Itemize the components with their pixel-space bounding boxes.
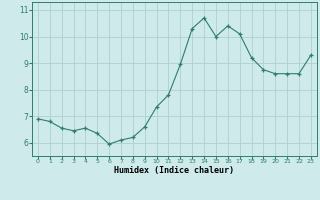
- X-axis label: Humidex (Indice chaleur): Humidex (Indice chaleur): [115, 166, 234, 175]
